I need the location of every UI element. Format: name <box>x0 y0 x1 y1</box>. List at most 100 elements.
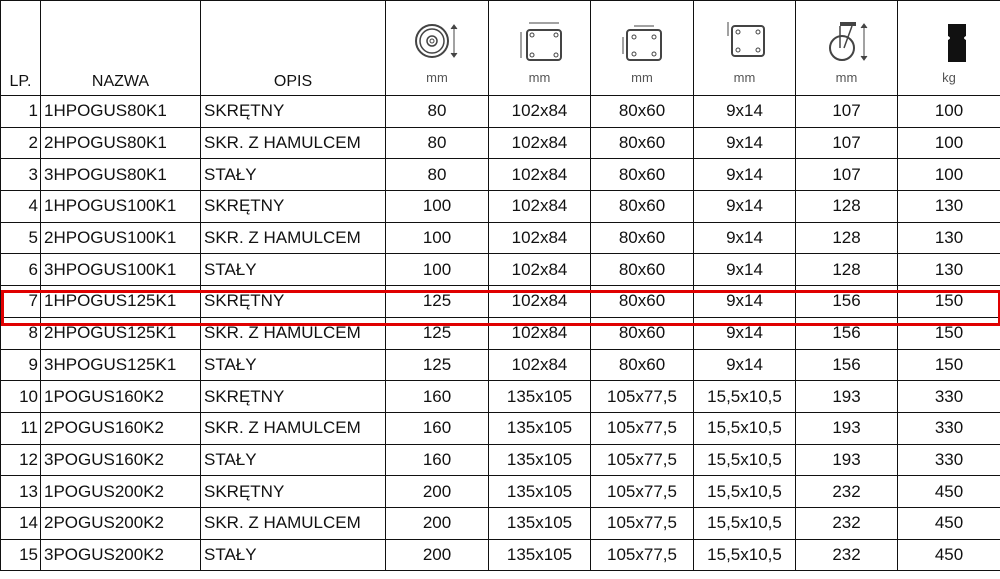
header-opis-label: OPIS <box>273 73 313 90</box>
cell-lp: 12 <box>0 443 41 477</box>
cell-nazwa: 2POGUS200K2 <box>40 506 201 540</box>
cell-bolt-hole: 15,5x10,5 <box>693 538 796 572</box>
cell-opis: STAŁY <box>200 443 386 477</box>
cell-wheel-diameter: 80 <box>385 95 489 128</box>
table-row: 14 2POGUS200K2 SKR. Z HAMULCEM 200 135x105 10… <box>0 506 1000 540</box>
table-row: 10 1POGUS160K2 SKRĘTNY 160 135x105 105x77,5 15… <box>0 380 1000 413</box>
cell-load-capacity: 450 <box>897 506 1000 540</box>
cell-plate-size: 102x84 <box>488 285 591 318</box>
header-lp: LP. <box>0 0 41 96</box>
cell-opis: STAŁY <box>200 253 386 287</box>
cell-lp: 10 <box>0 380 41 413</box>
cell-nazwa: 3HPOGUS125K1 <box>40 348 201 382</box>
cell-bolt-hole: 15,5x10,5 <box>693 475 796 508</box>
cell-bolt-hole: 15,5x10,5 <box>693 443 796 477</box>
cell-bolt-spacing: 105x77,5 <box>590 538 694 572</box>
wheel-diameter-icon <box>415 24 458 58</box>
cell-lp: 9 <box>0 348 41 382</box>
cell-load-capacity: 100 <box>897 126 1000 160</box>
header-wheel-diameter: mm <box>385 0 489 96</box>
cell-load-capacity: 330 <box>897 443 1000 477</box>
header-nazwa-label: NAZWA <box>91 73 150 90</box>
cell-bolt-hole: 9x14 <box>693 316 796 350</box>
cell-bolt-spacing: 105x77,5 <box>590 506 694 540</box>
cell-total-height: 193 <box>795 443 898 477</box>
cell-bolt-hole: 15,5x10,5 <box>693 380 796 413</box>
cell-total-height: 232 <box>795 506 898 540</box>
cell-opis: SKR. Z HAMULCEM <box>200 506 386 540</box>
cell-bolt-hole: 9x14 <box>693 221 796 255</box>
table-row: 9 3HPOGUS125K1 STAŁY 125 102x84 80x60 9x14 156 1… <box>0 348 1000 382</box>
cell-total-height: 107 <box>795 95 898 128</box>
cell-wheel-diameter: 100 <box>385 190 489 223</box>
cell-opis: SKR. Z HAMULCEM <box>200 126 386 160</box>
cell-wheel-diameter: 80 <box>385 158 489 192</box>
cell-load-capacity: 100 <box>897 95 1000 128</box>
cell-lp: 14 <box>0 506 41 540</box>
cell-nazwa: 1POGUS200K2 <box>40 475 201 508</box>
header-total-height: mm <box>795 0 898 96</box>
cell-wheel-diameter: 100 <box>385 221 489 255</box>
load-capacity-icon <box>948 24 966 62</box>
cell-bolt-spacing: 105x77,5 <box>590 380 694 413</box>
cell-load-capacity: 330 <box>897 380 1000 413</box>
cell-wheel-diameter: 200 <box>385 538 489 572</box>
cell-nazwa: 1HPOGUS100K1 <box>40 190 201 223</box>
cell-bolt-hole: 15,5x10,5 <box>693 411 796 445</box>
cell-load-capacity: 150 <box>897 348 1000 382</box>
table-row: 1 1HPOGUS80K1 SKRĘTNY 80 102x84 80x60 9x14 107 1… <box>0 95 1000 128</box>
cell-total-height: 232 <box>795 538 898 572</box>
cell-total-height: 128 <box>795 253 898 287</box>
cell-bolt-spacing: 80x60 <box>590 348 694 382</box>
cell-total-height: 232 <box>795 475 898 508</box>
table-row: 5 2HPOGUS100K1 SKR. Z HAMULCEM 100 102x84 80x… <box>0 221 1000 255</box>
cell-nazwa: 3HPOGUS100K1 <box>40 253 201 287</box>
cell-nazwa: 1POGUS160K2 <box>40 380 201 413</box>
cell-total-height: 128 <box>795 190 898 223</box>
cell-nazwa: 2HPOGUS80K1 <box>40 126 201 160</box>
cell-opis: SKRĘTNY <box>200 95 386 128</box>
cell-nazwa: 1HPOGUS80K1 <box>40 95 201 128</box>
cell-bolt-hole: 9x14 <box>693 190 796 223</box>
header-plate-size: mm <box>488 0 591 96</box>
header-row: LP. NAZWA OPIS mm mm mm mm mm kg <box>0 0 1000 96</box>
cell-lp: 11 <box>0 411 41 445</box>
cell-bolt-hole: 15,5x10,5 <box>693 506 796 540</box>
cell-nazwa: 3POGUS200K2 <box>40 538 201 572</box>
cell-plate-size: 102x84 <box>488 126 591 160</box>
cell-bolt-spacing: 80x60 <box>590 285 694 318</box>
cell-nazwa: 2POGUS160K2 <box>40 411 201 445</box>
cell-plate-size: 102x84 <box>488 253 591 287</box>
cell-plate-size: 135x105 <box>488 538 591 572</box>
cell-load-capacity: 100 <box>897 158 1000 192</box>
cell-lp: 4 <box>0 190 41 223</box>
cell-load-capacity: 130 <box>897 221 1000 255</box>
cell-nazwa: 2HPOGUS125K1 <box>40 316 201 350</box>
cell-bolt-spacing: 80x60 <box>590 221 694 255</box>
cell-bolt-spacing: 80x60 <box>590 253 694 287</box>
header-nazwa: NAZWA <box>40 0 201 96</box>
cell-total-height: 107 <box>795 158 898 192</box>
cell-plate-size: 102x84 <box>488 158 591 192</box>
cell-lp: 8 <box>0 316 41 350</box>
table-row: 6 3HPOGUS100K1 STAŁY 100 102x84 80x60 9x14 128 1… <box>0 253 1000 287</box>
cell-total-height: 156 <box>795 285 898 318</box>
cell-bolt-spacing: 105x77,5 <box>590 411 694 445</box>
cell-bolt-spacing: 80x60 <box>590 190 694 223</box>
table-row: 7 1HPOGUS125K1 SKRĘTNY 125 102x84 80x60 9x14 15… <box>0 285 1000 318</box>
header-opis: OPIS <box>200 0 386 96</box>
cell-bolt-hole: 9x14 <box>693 253 796 287</box>
cell-opis: SKR. Z HAMULCEM <box>200 411 386 445</box>
cell-opis: SKRĘTNY <box>200 380 386 413</box>
cell-nazwa: 3HPOGUS80K1 <box>40 158 201 192</box>
cell-opis: SKR. Z HAMULCEM <box>200 221 386 255</box>
cell-nazwa: 2HPOGUS100K1 <box>40 221 201 255</box>
cell-load-capacity: 330 <box>897 411 1000 445</box>
cell-opis: SKRĘTNY <box>200 285 386 318</box>
cell-lp: 15 <box>0 538 41 572</box>
cell-wheel-diameter: 200 <box>385 506 489 540</box>
cell-plate-size: 135x105 <box>488 380 591 413</box>
cell-total-height: 156 <box>795 316 898 350</box>
cell-bolt-spacing: 80x60 <box>590 316 694 350</box>
